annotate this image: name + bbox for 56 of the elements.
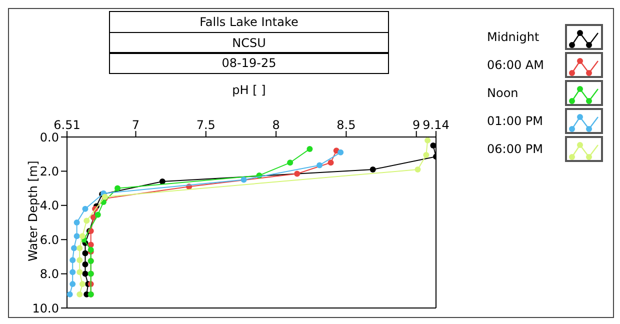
- legend-label: 06:00 AM: [487, 58, 545, 72]
- point: [84, 218, 90, 224]
- point: [79, 233, 86, 240]
- point: [76, 291, 83, 298]
- point: [74, 220, 80, 226]
- point: [424, 137, 431, 144]
- point: [76, 269, 83, 276]
- text: Noon: [487, 86, 520, 100]
- point: [328, 160, 334, 166]
- y-tick-label: 8.0: [40, 267, 59, 282]
- y-axis-title: Water Depth [m]: [26, 160, 40, 264]
- point: [94, 212, 101, 218]
- point: [370, 166, 376, 172]
- x-tick-label: 6.51: [54, 118, 80, 132]
- point: [294, 170, 300, 177]
- point: [316, 162, 323, 168]
- point: [70, 257, 76, 264]
- x-tick-label: 7.5: [196, 118, 216, 132]
- point: [71, 245, 78, 252]
- point: [306, 146, 313, 152]
- point: [74, 233, 80, 240]
- point: [430, 142, 436, 149]
- point: [423, 152, 430, 158]
- y-tick-label: 0.0: [40, 130, 59, 144]
- point: [79, 281, 86, 288]
- legend-label: 01:00 PM: [487, 114, 544, 128]
- point: [82, 206, 88, 212]
- point: [70, 269, 76, 276]
- x-tick-label: 8: [272, 118, 280, 132]
- x-tick-label: 9.14: [422, 118, 450, 132]
- point: [338, 149, 344, 156]
- legend-label: 06:00 PM: [487, 142, 544, 156]
- point: [82, 250, 88, 256]
- point: [70, 281, 76, 288]
- y-tick-label: 10.0: [32, 301, 59, 316]
- point: [82, 270, 88, 277]
- point: [76, 245, 83, 252]
- x-axis-title: pH [ ]: [231, 83, 267, 97]
- point: [76, 257, 83, 264]
- point: [287, 160, 294, 166]
- point: [114, 185, 121, 192]
- point: [240, 176, 247, 183]
- y-tick-label: 6.0: [40, 232, 59, 247]
- chart-subtitle: NCSU: [109, 32, 389, 54]
- chart-title: Falls Lake Intake: [109, 11, 389, 33]
- text: 08-19-25: [109, 52, 389, 74]
- text: Midnight: [487, 30, 540, 44]
- point: [82, 261, 88, 268]
- y-tick-label: 4.0: [40, 198, 59, 213]
- x-tick-label: 9: [412, 118, 420, 132]
- point: [159, 178, 166, 184]
- point: [67, 291, 73, 298]
- y-tick-label: 2.0: [40, 164, 59, 178]
- x-tick-label: 8.5: [336, 118, 356, 132]
- point: [414, 166, 421, 172]
- x-tick-label: 7: [132, 118, 140, 132]
